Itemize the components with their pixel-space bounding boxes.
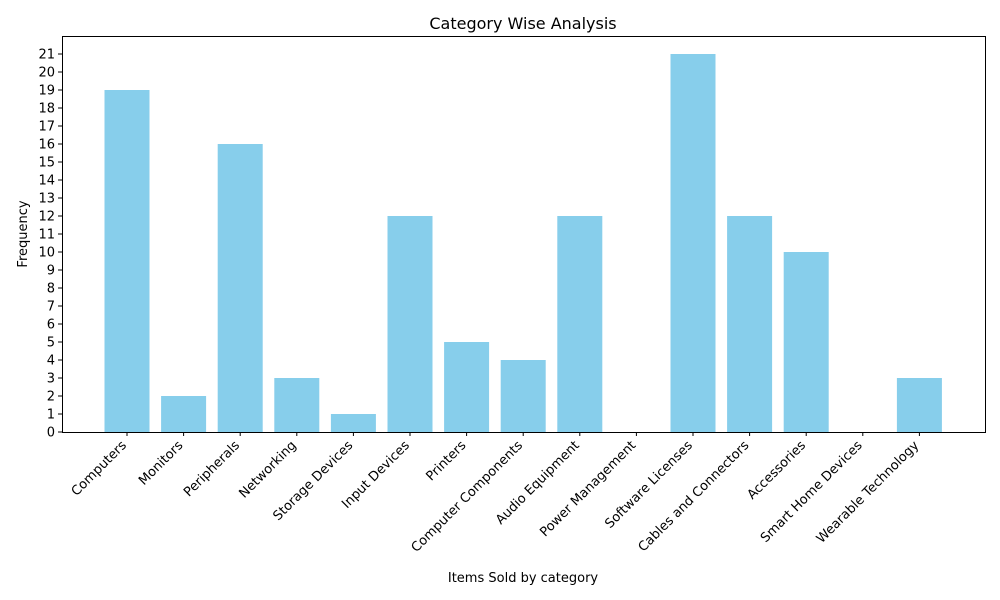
x-tick-label: Printers	[423, 438, 469, 484]
y-tick-label: 17	[38, 120, 55, 135]
x-tick-label: Monitors	[136, 438, 186, 488]
y-tick-label: 3	[47, 372, 55, 387]
y-axis-label: Frequency	[16, 200, 31, 267]
x-axis-ticks: Computers MonitorsPeripheralsNetworkingSt…	[69, 432, 923, 556]
y-tick-label: 1	[47, 408, 55, 423]
x-tick-label: Computer Components	[409, 438, 527, 556]
y-tick-label: 12	[38, 210, 55, 225]
y-tick-label: 0	[47, 426, 55, 441]
y-tick-label: 21	[38, 48, 55, 63]
y-tick-label: 19	[38, 84, 55, 99]
bar-storage-devices	[330, 414, 376, 432]
y-tick-label: 6	[47, 318, 55, 333]
x-axis-label: Items Sold by category	[448, 571, 599, 586]
bars-group	[104, 54, 942, 432]
y-tick-label: 10	[38, 246, 55, 261]
y-tick-label: 5	[47, 336, 55, 351]
bar-accessories	[783, 252, 829, 432]
y-tick-label: 20	[38, 66, 55, 81]
y-tick-label: 16	[38, 138, 55, 153]
bar-input-devices	[387, 216, 433, 432]
bar-cables-and-connectors	[727, 216, 773, 432]
y-tick-label: 2	[47, 390, 55, 405]
bar-computers	[104, 90, 150, 432]
y-tick-label: 7	[47, 300, 55, 315]
x-tick-label: Wearable Technology	[814, 438, 923, 547]
bar-audio-equipment	[557, 216, 603, 432]
bar-peripherals	[217, 144, 263, 432]
x-tick-label: Cables and Connectors	[636, 438, 753, 555]
y-tick-label: 15	[38, 156, 55, 171]
x-tick-label: Networking	[236, 438, 299, 501]
y-tick-label: 18	[38, 102, 55, 117]
bar-networking	[274, 378, 320, 432]
x-tick-label: Power Management	[537, 438, 639, 540]
chart-title: Category Wise Analysis	[429, 14, 616, 33]
plot-frame	[62, 36, 986, 433]
y-tick-label: 11	[38, 228, 55, 243]
x-tick-label: Computers	[69, 438, 130, 499]
y-tick-label: 4	[47, 354, 55, 369]
bar-wearable-technology	[896, 378, 942, 432]
bar-printers	[444, 342, 490, 432]
bar-computer-components	[500, 360, 546, 432]
y-tick-label: 14	[38, 174, 55, 189]
y-tick-label: 9	[47, 264, 55, 279]
x-tick-label: Smart Home Devices	[758, 438, 866, 546]
x-tick-label: Peripherals	[181, 438, 243, 500]
bar-software-licenses	[670, 54, 716, 432]
y-tick-label: 13	[38, 192, 55, 207]
bar-monitors	[161, 396, 207, 432]
y-tick-label: 8	[47, 282, 55, 297]
